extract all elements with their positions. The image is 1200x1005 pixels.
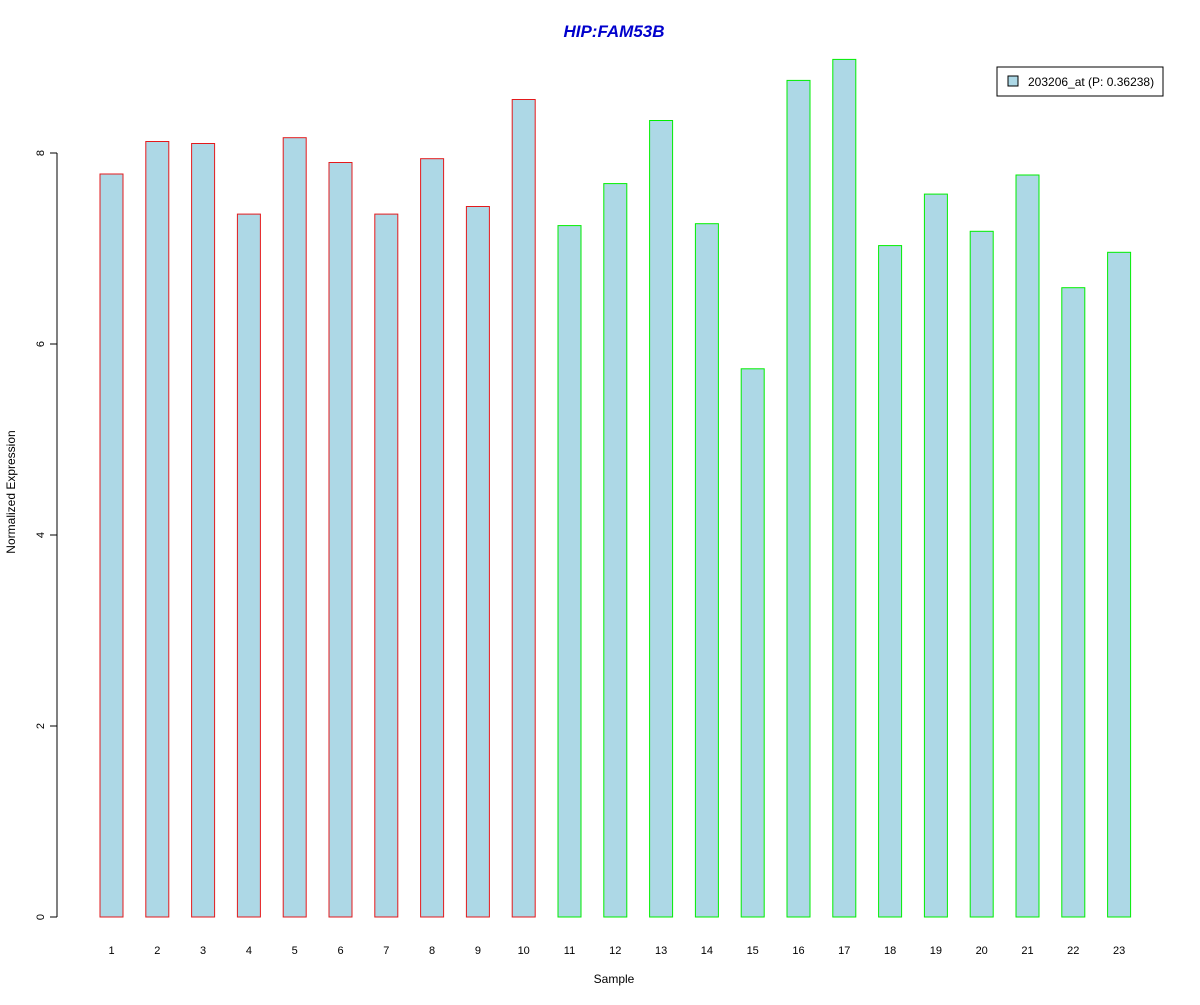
x-axis-tick-label: 6 — [337, 945, 343, 957]
x-axis-tick-label: 22 — [1067, 945, 1079, 957]
bar-sample-11 — [557, 225, 582, 918]
x-axis-tick-label: 8 — [429, 945, 435, 957]
bar-sample-21 — [1015, 174, 1040, 918]
x-axis-tick-label: 20 — [976, 945, 988, 957]
bar-sample-15 — [740, 368, 765, 918]
x-axis-tick-label: 3 — [200, 945, 206, 957]
bar-sample-19 — [923, 193, 948, 918]
chart-title: HIP:FAM53B — [563, 22, 664, 41]
bars — [99, 58, 1132, 918]
bar-sample-12 — [603, 183, 628, 918]
y-axis-tick-label: 4 — [35, 532, 47, 538]
bar-sample-1 — [99, 173, 124, 918]
x-axis-tick-label: 9 — [475, 945, 481, 957]
legend: 203206_at (P: 0.36238) — [996, 66, 1164, 97]
bar-sample-3 — [191, 143, 216, 918]
x-axis-tick-label: 4 — [246, 945, 252, 957]
bar-sample-14 — [694, 223, 719, 918]
bar-sample-23 — [1107, 251, 1132, 918]
bar-sample-20 — [969, 230, 994, 918]
x-axis-tick-label: 1 — [108, 945, 114, 957]
x-axis-tick-label: 14 — [701, 945, 713, 957]
bar-sample-10 — [511, 99, 536, 918]
x-axis-tick-label: 13 — [655, 945, 667, 957]
x-axis-tick-label: 12 — [609, 945, 621, 957]
bar-sample-5 — [282, 137, 307, 918]
legend-box — [996, 66, 1164, 97]
bar-sample-4 — [236, 213, 261, 918]
x-axis-tick-label: 7 — [383, 945, 389, 957]
y-axis: 0 2 4 6 8 — [35, 150, 58, 920]
x-axis-tick-label: 10 — [518, 945, 530, 957]
bar-sample-2 — [145, 141, 170, 918]
y-axis-tick-label: 6 — [35, 341, 47, 347]
bar-sample-9 — [465, 206, 490, 918]
legend-swatch — [1007, 75, 1019, 87]
bar-sample-6 — [328, 162, 353, 918]
y-axis-tick-label: 8 — [35, 150, 47, 156]
bar-sample-8 — [420, 158, 445, 918]
x-axis-tick-label: 2 — [154, 945, 160, 957]
y-axis-tick-label: 0 — [35, 914, 47, 920]
x-axis-tick-label: 18 — [884, 945, 896, 957]
x-axis-tick-label: 11 — [564, 945, 575, 957]
bar-sample-7 — [374, 213, 399, 918]
y-axis-tick-label: 2 — [35, 723, 47, 729]
bar-sample-16 — [786, 79, 811, 918]
x-axis-tick-label: 21 — [1021, 945, 1033, 957]
bar-sample-17 — [832, 58, 857, 918]
legend-series-label: 203206_at (P: 0.36238) — [1028, 75, 1154, 89]
bar-sample-18 — [878, 245, 903, 918]
x-axis-tick-labels: 1 2 3 4 5 6 7 8 9 10 11 12 13 14 15 16 17 18 19 20 21 22 23 — [108, 945, 1125, 957]
bar-sample-22 — [1061, 287, 1086, 918]
x-axis-tick-label: 5 — [292, 945, 298, 957]
bar-sample-13 — [649, 120, 674, 918]
x-axis-label: Sample — [594, 972, 635, 986]
x-axis-tick-label: 15 — [747, 945, 759, 957]
y-axis-label: Normalized Expression — [4, 430, 18, 553]
x-axis-tick-label: 16 — [792, 945, 804, 957]
x-axis-tick-label: 17 — [838, 945, 850, 957]
x-axis-tick-label: 23 — [1113, 945, 1125, 957]
x-axis-tick-label: 19 — [930, 945, 942, 957]
